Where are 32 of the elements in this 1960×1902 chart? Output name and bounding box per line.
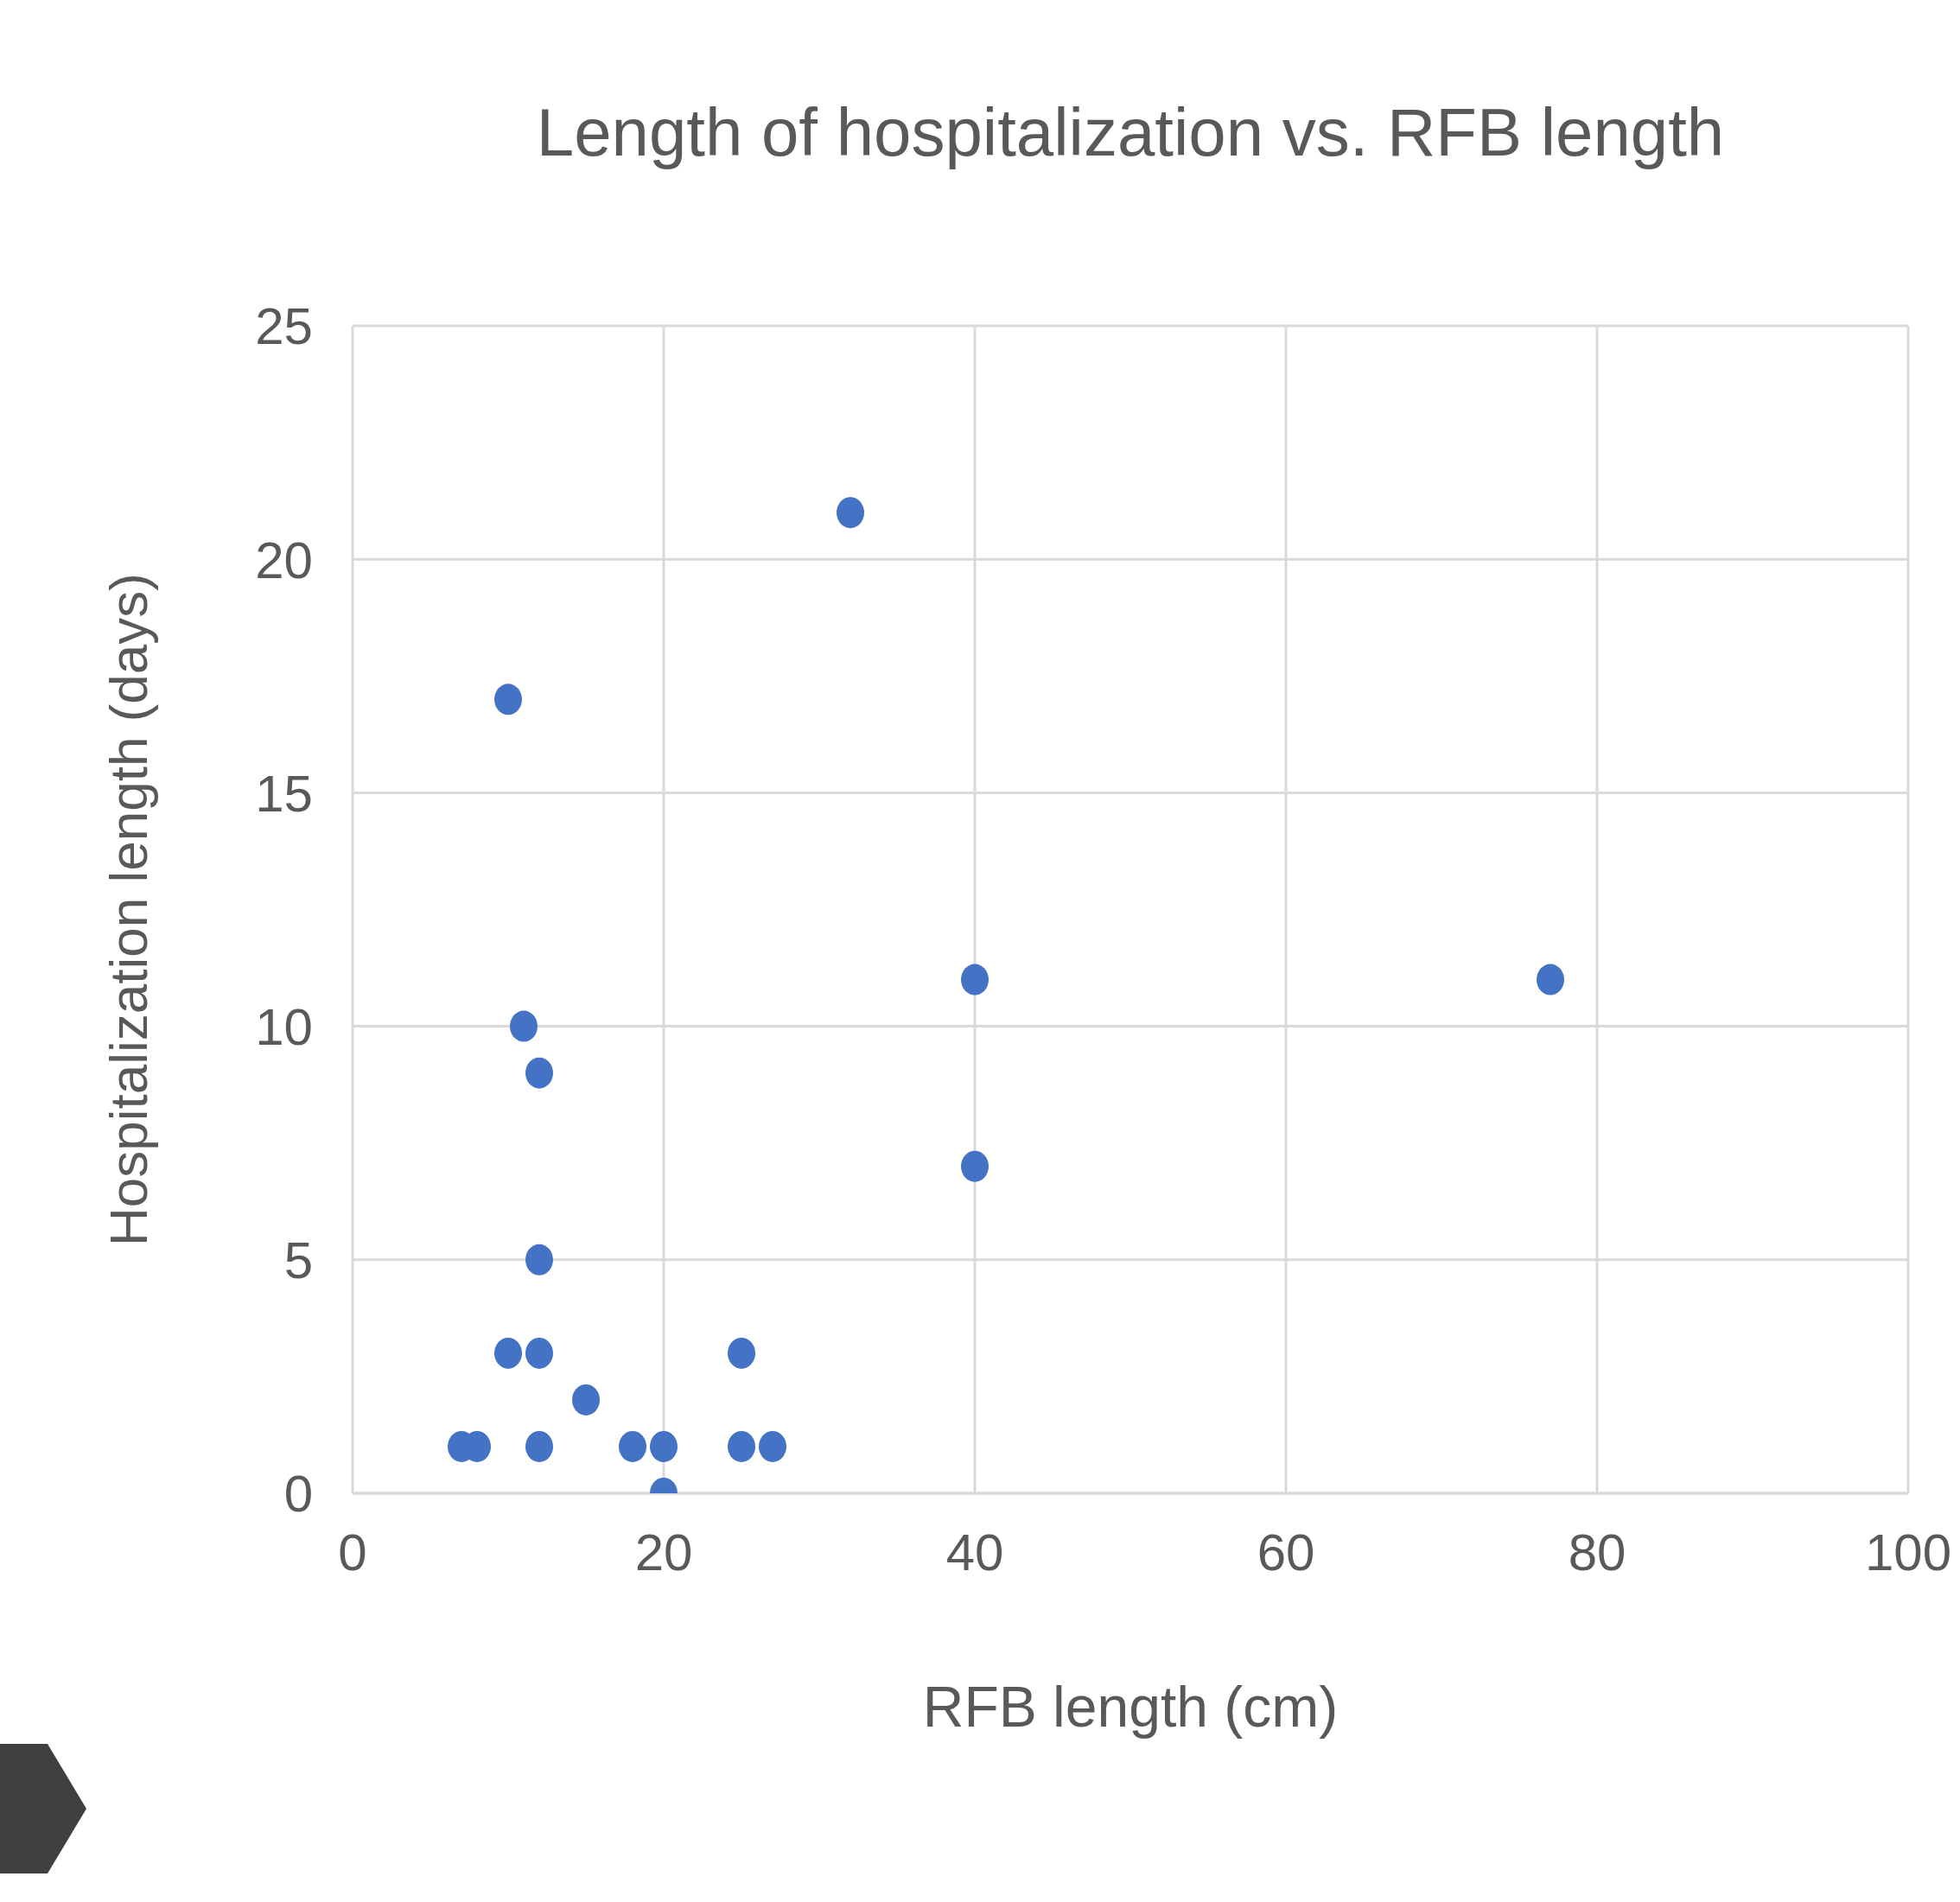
- y-axis-title: Hospitalization length (days): [99, 573, 159, 1246]
- y-tick-label: 20: [255, 531, 313, 589]
- point: [728, 1337, 755, 1369]
- x-tick-label: 0: [338, 1523, 367, 1581]
- point: [494, 1337, 522, 1369]
- point: [525, 1244, 553, 1275]
- point: [759, 1430, 786, 1462]
- y-tick-label: 10: [255, 997, 313, 1056]
- chart-title: Length of hospitalization vs. RFB length: [535, 93, 1726, 172]
- point: [1537, 964, 1564, 996]
- point: [650, 1430, 678, 1462]
- y-tick-label: 25: [255, 297, 313, 356]
- y-tick-label: 15: [255, 764, 313, 823]
- point: [525, 1430, 553, 1462]
- point: [961, 964, 989, 996]
- y-tick-label: 0: [283, 1465, 313, 1524]
- point: [572, 1384, 600, 1415]
- x-tick-label: 20: [634, 1523, 693, 1581]
- point: [525, 1057, 553, 1089]
- point: [961, 1150, 989, 1182]
- point: [837, 497, 864, 529]
- y-tick-label: 5: [283, 1231, 313, 1290]
- x-tick-label: 40: [945, 1523, 1004, 1581]
- point: [494, 684, 522, 716]
- point: [728, 1430, 755, 1462]
- x-tick-label: 60: [1257, 1523, 1315, 1581]
- point: [619, 1430, 646, 1462]
- point: [510, 1010, 538, 1042]
- x-axis-title: RFB length (cm): [922, 1675, 1339, 1739]
- x-tick-label: 80: [1568, 1523, 1626, 1581]
- x-tick-label: 100: [1864, 1523, 1952, 1581]
- point: [525, 1337, 553, 1369]
